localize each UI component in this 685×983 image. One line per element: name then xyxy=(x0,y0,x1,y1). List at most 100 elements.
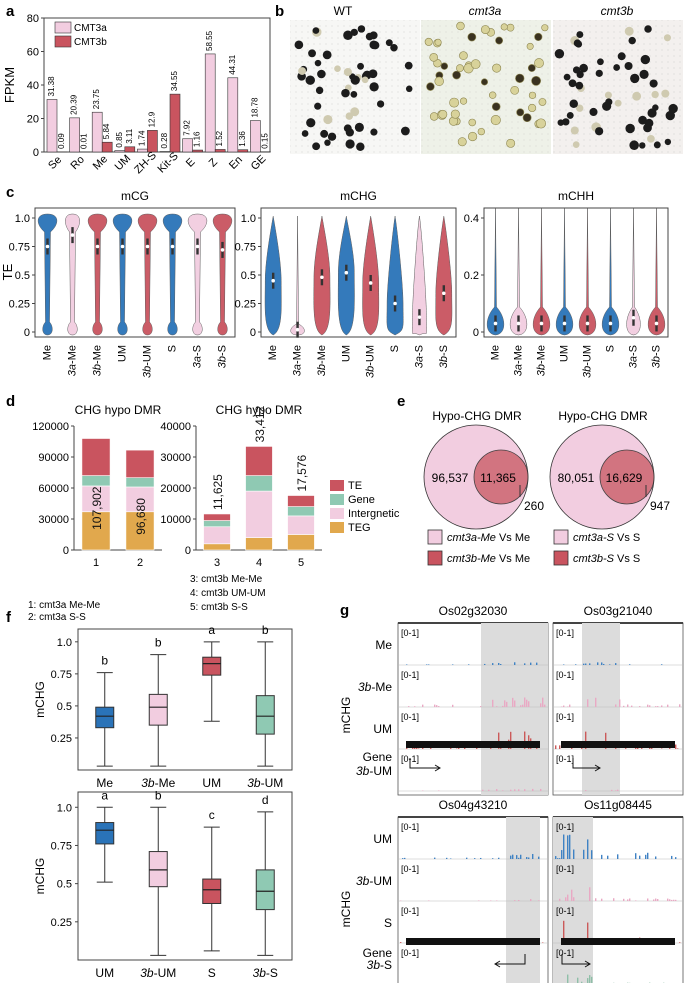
methylation-bar xyxy=(601,662,603,665)
methylation-bar xyxy=(569,704,571,707)
methylation-bar xyxy=(514,700,516,707)
violin-median-dot xyxy=(45,244,50,249)
violin-median-dot xyxy=(320,275,324,280)
pollen-grain xyxy=(456,21,465,31)
bar-value-label: 1.52 xyxy=(215,130,224,146)
y-axis-label-c: TE xyxy=(0,263,15,280)
pollen-grain xyxy=(306,118,316,128)
methylation-bar xyxy=(478,900,480,901)
x-tick-label-c: UM xyxy=(559,345,571,362)
pollen-grain xyxy=(647,108,657,118)
methylation-bar xyxy=(510,855,512,859)
y-axis-label-g: mCHG xyxy=(339,697,353,734)
pollen-grain xyxy=(405,85,413,93)
pollen-grain xyxy=(661,89,670,98)
pollen-grain xyxy=(573,39,582,47)
x-tick-label-c: 3b-UM xyxy=(582,345,594,378)
subplot-title-mchh: mCHH xyxy=(558,189,594,203)
methylation-bar xyxy=(655,856,657,859)
bar-value-label: 0.28 xyxy=(160,132,169,148)
plot-frame-f xyxy=(77,628,293,771)
panel-letter-e: e xyxy=(397,393,405,410)
stack-te-3 xyxy=(203,513,231,521)
methylation-bar xyxy=(591,976,593,983)
y-tick-label-d: 0 xyxy=(185,545,191,557)
panel-g-genome-tracks: Os02g32030 [0-1] [0-1] [0-1] [0-1] Os03g21040… xyxy=(339,604,684,983)
subplot-title-mcg: mCG xyxy=(121,189,149,203)
pollen-grain xyxy=(632,91,642,101)
pollen-grain xyxy=(653,141,661,149)
stack-te-2 xyxy=(125,449,155,478)
pollen-grain xyxy=(605,98,613,106)
methylation-bar xyxy=(512,854,514,859)
track-label: UM xyxy=(373,832,392,846)
methylation-bar xyxy=(530,662,532,665)
pollen-grain xyxy=(663,34,671,42)
highlight-region xyxy=(506,817,540,983)
pollen-grain xyxy=(370,128,378,136)
x-tick-label-c: S xyxy=(389,345,401,352)
tss-arrow xyxy=(572,758,600,769)
methylation-bar xyxy=(422,790,424,791)
bar-value-label: 1.74 xyxy=(137,130,146,146)
pollen-grain xyxy=(625,123,635,134)
y-tick-label-d: 60000 xyxy=(38,483,69,495)
violin-median-dot xyxy=(70,233,75,237)
pollen-grain xyxy=(320,129,329,138)
y-tick-label-c: 1.0 xyxy=(15,213,30,225)
y-tick-label-f: 0.25 xyxy=(51,733,72,745)
pollen-grain xyxy=(357,25,366,33)
pollen-grain xyxy=(579,63,588,73)
methylation-bar xyxy=(446,857,448,859)
violin-mchh-3b-um xyxy=(578,207,597,336)
gene-model-bar xyxy=(561,741,675,748)
venn-legend-label: cmt3a-Me Vs Me xyxy=(447,532,530,544)
subplot-title-mchg: mCHG xyxy=(340,189,377,203)
methylation-bar xyxy=(661,705,663,707)
track-range-label: [0-1] xyxy=(401,670,419,680)
methylation-bar xyxy=(516,855,518,859)
x-tick-label-c: 3a-S xyxy=(413,345,425,368)
violin-median-dot xyxy=(539,321,544,326)
stack-total-3: 11,625 xyxy=(211,474,225,510)
methylation-bar xyxy=(496,706,498,707)
pollen-grain xyxy=(531,76,541,86)
methylation-bar xyxy=(657,706,659,707)
methylation-bar xyxy=(496,900,498,901)
methylation-bar xyxy=(498,732,500,749)
methylation-bar xyxy=(603,663,605,665)
bar-value-label: 1.36 xyxy=(238,131,247,147)
plot-frame-f xyxy=(77,791,293,961)
methylation-bar xyxy=(542,942,544,943)
y-tick-label-c: 0 xyxy=(473,327,479,339)
pollen-grain xyxy=(640,54,651,65)
methylation-bar xyxy=(468,664,470,665)
methylation-bar xyxy=(561,850,563,859)
bar-cmt3a-se xyxy=(46,99,58,153)
stack-te-4 xyxy=(245,446,273,476)
methylation-bar xyxy=(675,744,677,749)
bar-cmt3a-me xyxy=(91,111,103,153)
methylation-bar xyxy=(617,789,619,791)
legend-swatch-cmt3a xyxy=(54,21,72,34)
y-tick-label-a: 20 xyxy=(27,114,39,126)
note-d-5: 5: cmt3b S-S xyxy=(190,602,248,613)
methylation-bar xyxy=(667,898,669,901)
bar-cmt3b-en xyxy=(237,149,249,153)
pollen-grain xyxy=(562,118,570,126)
venn-left-count: 96,537 xyxy=(432,471,469,485)
violin-mcg-3b-me xyxy=(87,213,108,336)
methylation-bar xyxy=(452,704,454,707)
violin-median-dot xyxy=(562,321,567,326)
x-tick-label-c: 3a-Me xyxy=(67,345,79,376)
pollen-grain xyxy=(535,118,546,129)
stack-gene-2 xyxy=(125,477,155,488)
panel-e-venn-diagrams: Hypo-CHG DMR 96,537 11,365 260 cmt3a-Me Vs M… xyxy=(423,409,670,566)
significance-letter: b xyxy=(101,654,108,668)
methylation-bar xyxy=(615,663,617,665)
pollen-grain xyxy=(312,27,320,34)
highlight-region xyxy=(582,623,620,795)
methylation-bar xyxy=(577,977,579,983)
legend-swatch-intergnetic xyxy=(330,508,344,519)
violin-median-dot xyxy=(95,244,100,249)
